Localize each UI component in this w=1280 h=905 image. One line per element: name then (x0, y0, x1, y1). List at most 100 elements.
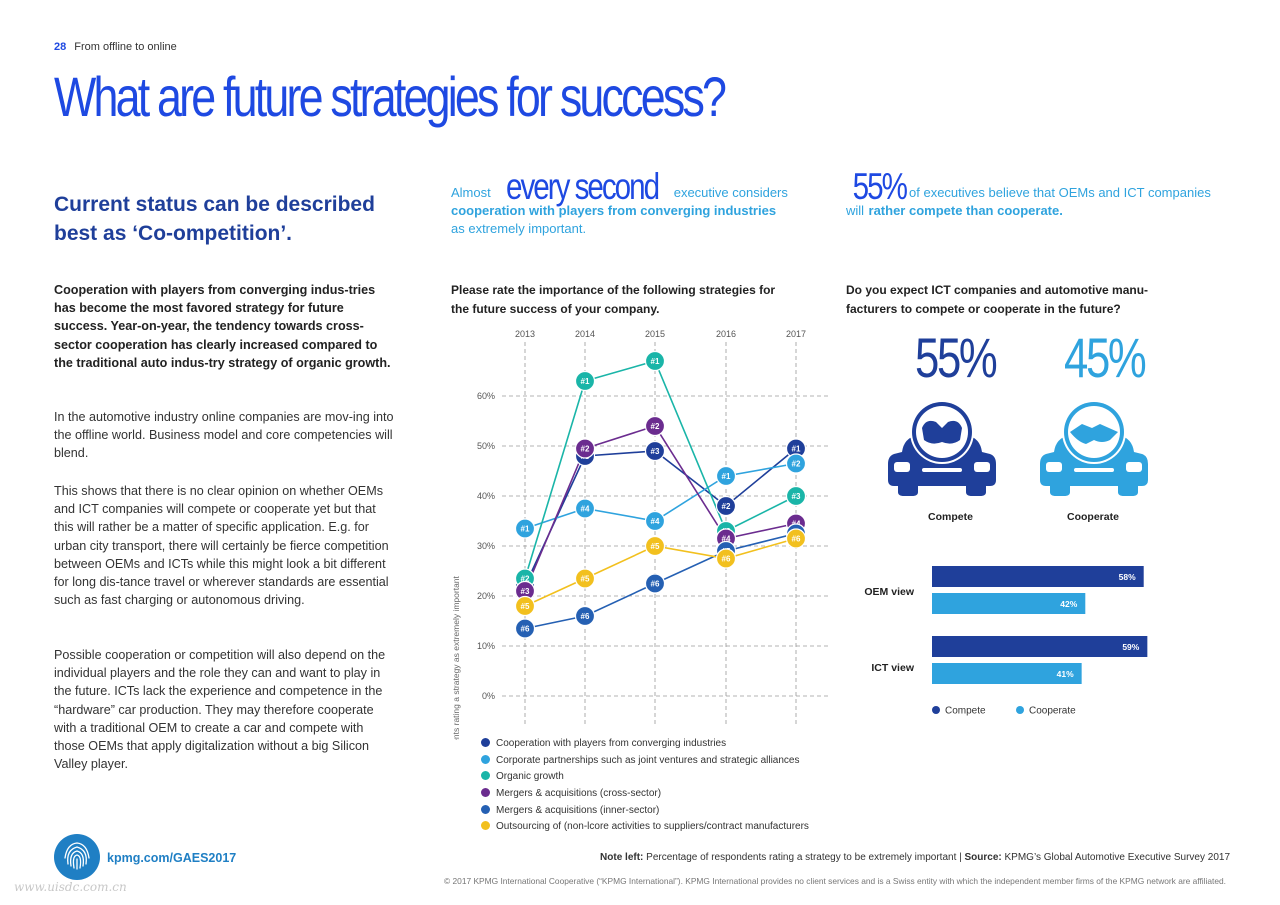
legend-dot-icon (481, 738, 490, 747)
section-heading: Current status can be described best as … (54, 193, 375, 245)
bar (932, 663, 1082, 684)
rank-label: #2 (581, 445, 590, 454)
highlight-55: 55% (852, 166, 908, 207)
highlight-rest: as extremely important. (451, 221, 587, 236)
data-point (644, 510, 666, 532)
data-point (644, 415, 666, 437)
source-text: KPMG’s Global Automotive Executive Surve… (1004, 852, 1230, 863)
rank-label: #3 (521, 587, 530, 596)
footer-url[interactable]: kpmg.com/GAES2017 (107, 851, 237, 865)
highlight-big: every second (506, 166, 660, 207)
data-point (644, 440, 666, 462)
highlight-text: of executives believe that OEMs and ICT … (909, 185, 1211, 200)
legend-dot-icon (481, 754, 490, 764)
bar-value-label: 41% (1057, 669, 1074, 679)
y-tick-label: 10% (477, 641, 495, 651)
legend-dot-icon (1016, 706, 1024, 714)
highlight-will: will (846, 203, 865, 218)
legend-dot-icon (932, 706, 940, 714)
rank-label: #4 (581, 505, 590, 514)
data-point (574, 568, 596, 589)
cooperate-car-icon (1040, 400, 1148, 496)
line-chart-legend: Cooperation with players from converging… (481, 736, 861, 836)
rank-label: #2 (722, 502, 731, 511)
y-tick-label: 60% (477, 391, 495, 401)
bar-category-label: OEM view (864, 586, 914, 598)
highlight-compete: rather compete than cooperate. (868, 203, 1063, 218)
legend-item: Corporate partnerships such as joint ven… (481, 753, 861, 770)
note-label: Note left: (600, 852, 644, 863)
section-name: From offline to online (74, 41, 177, 53)
fingerprint-icon (54, 834, 100, 880)
bar-chart: OEM view 58% 42% ICT view 59% 41% Compete Coope… (864, 566, 1148, 717)
rank-label: #6 (521, 625, 530, 634)
data-point (514, 595, 536, 617)
note-text: Percentage of respondents rating a strat… (646, 852, 962, 863)
right-highlight: 55% of executives believe that OEMs and … (846, 166, 1236, 220)
bar-legend-label: Compete (945, 706, 986, 717)
x-tick-label: 2015 (645, 329, 665, 339)
lead-paragraph: Cooperation with players from converging… (54, 283, 391, 370)
cooperate-percentage: 45% (1064, 326, 1147, 389)
rank-label: #2 (792, 460, 801, 469)
legend-label: Organic growth (496, 771, 564, 783)
legend-item: Mergers & acquisitions (cross-sector) (481, 786, 861, 803)
data-point (785, 485, 807, 507)
legend-item: Outsourcing of (non-lcore activities to … (481, 819, 861, 836)
x-tick-label: 2014 (575, 329, 595, 339)
rank-label: #6 (722, 555, 731, 564)
rank-label: #6 (792, 535, 801, 544)
rank-label: #1 (792, 445, 801, 454)
x-tick-label: 2013 (515, 329, 535, 339)
footer-copyright: © 2017 KPMG International Cooperative (“… (444, 876, 1226, 886)
rank-label: #2 (651, 422, 660, 431)
legend-label: Corporate partnerships such as joint ven… (496, 754, 800, 766)
rank-label: #2 (521, 575, 530, 584)
rank-label: #4 (722, 535, 731, 544)
legend-item: Mergers & acquisitions (inner-sector) (481, 803, 861, 820)
compete-label: Compete (928, 511, 973, 523)
y-tick-label: 30% (477, 541, 495, 551)
data-point (715, 465, 737, 487)
line-chart: 0% 10% 20% 30% 40% 50% 60% 2013 2014 2015 2016 2017… (451, 329, 828, 740)
data-point (574, 438, 596, 459)
data-point (785, 528, 807, 549)
legend-dot-icon (481, 821, 490, 831)
data-point (785, 453, 807, 474)
y-tick-label: 0% (482, 691, 495, 701)
source-label: Source: (964, 852, 1002, 863)
bar (932, 566, 1144, 587)
y-tick-label: 50% (477, 441, 495, 451)
rank-label: #1 (521, 525, 530, 534)
rank-label: #3 (792, 492, 801, 501)
bar-value-label: 58% (1119, 572, 1136, 582)
body-paragraph-1: In the automotive industry online compan… (54, 410, 394, 461)
data-point (514, 518, 536, 539)
rank-label: #1 (651, 357, 660, 366)
highlight-post: executive considers (673, 185, 788, 200)
y-axis-label: % of respondents rating a strategy as ex… (451, 575, 461, 740)
bar-legend-label: Cooperate (1029, 706, 1076, 717)
page-title: What are future strategies for success? (54, 65, 727, 128)
legend-label: Cooperation with players from converging… (496, 738, 727, 749)
rank-label: #6 (651, 580, 660, 589)
y-tick-label: 20% (477, 591, 495, 601)
legend-dot-icon (481, 788, 490, 798)
page-header: 28 From offline to online (54, 41, 177, 53)
compete-percentage: 55% (915, 326, 998, 389)
legend-dot-icon (481, 771, 490, 781)
x-tick-label: 2017 (786, 329, 806, 339)
chart-question: Please rate the importance of the follow… (451, 283, 776, 316)
rank-label: #6 (581, 612, 590, 621)
data-point (644, 350, 666, 372)
data-point (715, 548, 737, 569)
bar-category-label: ICT view (871, 662, 914, 674)
legend-dot-icon (481, 804, 490, 814)
rank-label: #1 (581, 377, 590, 386)
page-number: 28 (54, 41, 67, 53)
middle-highlight: Almost every second executive considers … (451, 166, 831, 238)
x-tick-label: 2016 (716, 329, 736, 339)
legend-label: Mergers & acquisitions (cross-sector) (496, 788, 662, 800)
bar-value-label: 59% (1122, 642, 1139, 652)
compete-car-icon (888, 400, 996, 496)
